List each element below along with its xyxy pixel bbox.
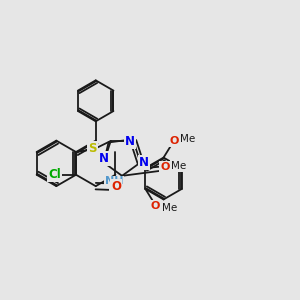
Text: N: N xyxy=(139,156,148,169)
Text: O: O xyxy=(111,180,121,193)
Text: S: S xyxy=(88,142,97,155)
Text: O: O xyxy=(169,136,178,146)
Text: Me: Me xyxy=(180,134,195,144)
Text: O: O xyxy=(160,162,169,172)
Text: H: H xyxy=(110,184,118,194)
Text: N: N xyxy=(99,152,109,165)
Text: Me: Me xyxy=(162,203,177,213)
Text: O: O xyxy=(151,201,160,211)
Text: Cl: Cl xyxy=(48,168,61,181)
Text: N: N xyxy=(125,135,135,148)
Text: NH: NH xyxy=(105,176,123,187)
Text: Me: Me xyxy=(171,161,186,171)
